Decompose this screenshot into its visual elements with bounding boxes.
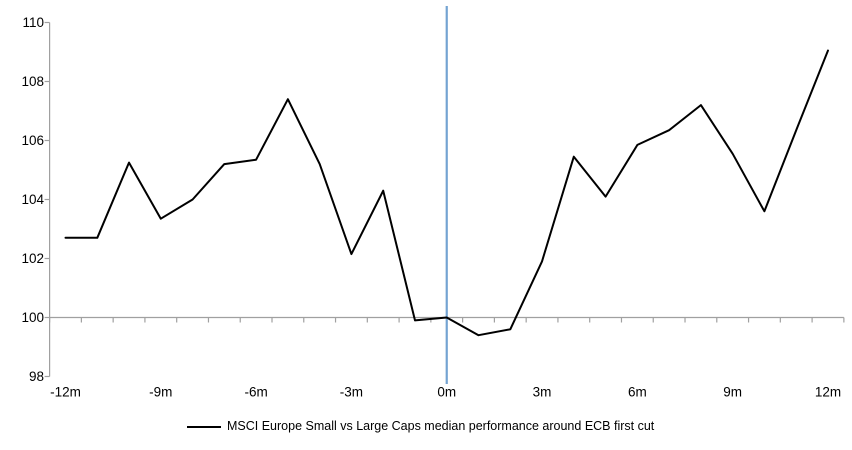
x-tick-label: -12m	[50, 385, 81, 400]
x-tick-label: -3m	[340, 385, 363, 400]
x-tick-label: 3m	[533, 385, 552, 400]
legend-label: MSCI Europe Small vs Large Caps median p…	[227, 419, 655, 433]
y-tick-label: 106	[21, 133, 44, 148]
x-tick-label: 12m	[815, 385, 841, 400]
x-tick-label: -9m	[149, 385, 172, 400]
series-line-msci	[64, 49, 829, 337]
x-tick-label: 9m	[723, 385, 742, 400]
y-tick-label: 102	[21, 251, 44, 266]
x-tick-label: -6m	[244, 385, 267, 400]
y-tick-label: 108	[21, 74, 44, 89]
legend-line-swatch	[187, 425, 221, 428]
legend: MSCI Europe Small vs Large Caps median p…	[187, 419, 654, 434]
y-tick-label: 100	[21, 310, 44, 325]
y-tick-label: 98	[29, 369, 44, 384]
y-tick-label: 110	[22, 15, 44, 30]
y-tick-label: 104	[21, 192, 44, 207]
x-tick-label: 0m	[437, 385, 456, 400]
x-tick-label: 6m	[628, 385, 647, 400]
